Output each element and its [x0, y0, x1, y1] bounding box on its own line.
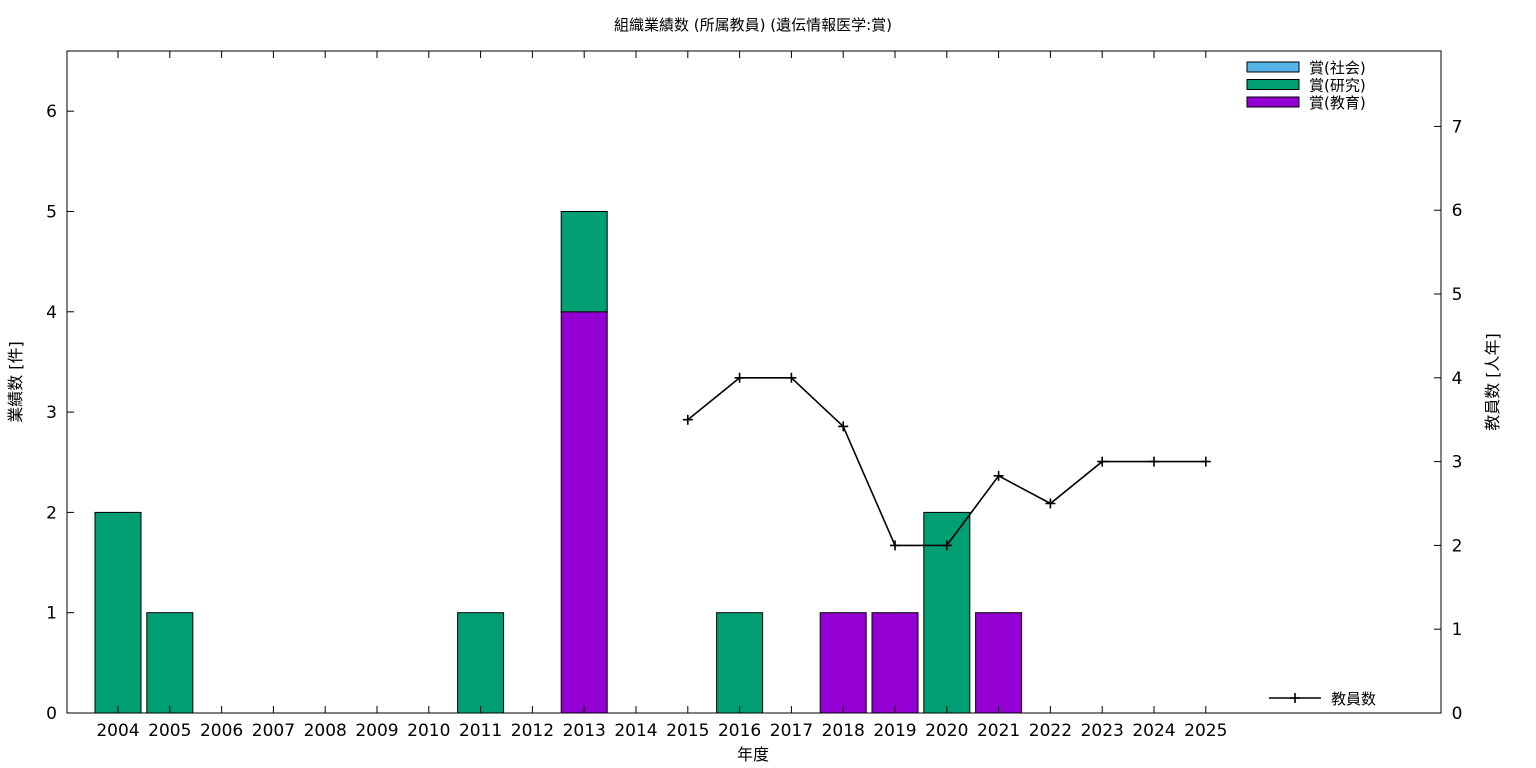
y2-tick-label-3: 3 — [1452, 453, 1463, 473]
x-tick-label-2006: 2006 — [200, 721, 243, 741]
line-point-2025 — [1200, 456, 1211, 467]
legend-line-marker — [1290, 693, 1300, 703]
x-tick-label-2009: 2009 — [355, 721, 398, 741]
x-tick-label-2024: 2024 — [1132, 721, 1175, 741]
x-tick-label-2021: 2021 — [977, 721, 1020, 741]
y2-tick-label-1: 1 — [1452, 620, 1463, 640]
line-point-2022 — [1045, 498, 1056, 509]
legend-line-label: 教員数 — [1331, 690, 1376, 708]
bar-2011-series-1 — [457, 612, 505, 714]
legend-label-2: 賞(社会) — [1309, 59, 1366, 77]
line-point-2020 — [941, 540, 952, 551]
y-tick-label-1: 1 — [46, 604, 57, 624]
y-tick-label-5: 5 — [46, 202, 57, 222]
line-point-2024 — [1149, 456, 1159, 467]
x-tick-label-2011: 2011 — [459, 721, 502, 741]
y2-axis: 0 1 2 3 4 5 6 7 — [1434, 117, 1462, 724]
line-point-2019 — [890, 540, 900, 551]
plot-frame — [66, 50, 1442, 714]
legend-swatch-1 — [1246, 79, 1300, 90]
y2-tick-label-5: 5 — [1452, 285, 1463, 305]
x-tick-label-2025: 2025 — [1184, 721, 1227, 741]
x-tick-label-2005: 2005 — [148, 721, 191, 741]
x-tick-label-2004: 2004 — [96, 721, 139, 741]
y-tick-label-4: 4 — [46, 303, 57, 323]
legend-bottom: 教員数 — [1269, 690, 1376, 708]
bar-2018-series-0 — [819, 612, 867, 714]
x-tick-label-2008: 2008 — [304, 721, 347, 741]
y2-tick-label-7: 7 — [1452, 117, 1463, 137]
x-tick-label-2019: 2019 — [873, 721, 916, 741]
x-tick-label-2023: 2023 — [1081, 721, 1124, 741]
line-point-2016 — [734, 372, 745, 383]
y2-tick-label-6: 6 — [1452, 201, 1463, 221]
legend-label-1: 賞(研究) — [1309, 77, 1366, 95]
x-tick-label-2015: 2015 — [666, 721, 709, 741]
line-point-2015 — [682, 414, 693, 425]
y-axis-label: 業績数 [件] — [6, 341, 25, 423]
legend-top: 賞(社会)賞(研究)賞(教育) — [1246, 59, 1366, 112]
bar-2005-series-1 — [146, 612, 194, 714]
y2-tick-label-4: 4 — [1452, 369, 1463, 389]
x-tick-label-2014: 2014 — [614, 721, 657, 741]
x-tick-label-2020: 2020 — [925, 721, 968, 741]
x-tick-label-2012: 2012 — [511, 721, 554, 741]
bar-2021-series-0 — [975, 612, 1023, 714]
x-axis-label: 年度 — [737, 745, 769, 764]
x-axis: 2004 2005 2006 2007 2008 2009 2010 2011 2012 2013… — [96, 51, 1227, 741]
legend-label-0: 賞(教育) — [1309, 94, 1366, 112]
bar-2004-series-1 — [94, 511, 142, 714]
bar-2019-series-0 — [871, 612, 919, 714]
line-point-2017 — [786, 372, 797, 383]
legend-swatch-0 — [1246, 96, 1300, 108]
x-tick-label-2013: 2013 — [563, 721, 606, 741]
y-axis: 0 1 2 3 4 5 6 — [46, 102, 74, 724]
x-tick-label-2018: 2018 — [822, 721, 865, 741]
y2-axis-label: 教員数 [人年] — [1483, 333, 1502, 431]
y2-tick-label-2: 2 — [1452, 536, 1463, 556]
line-layer — [682, 372, 1211, 551]
chart-title: 組織業績数 (所属教員) (遺伝情報医学:賞) — [614, 16, 892, 34]
y-tick-label-0: 0 — [46, 704, 57, 724]
x-tick-label-2007: 2007 — [252, 721, 295, 741]
x-tick-label-2010: 2010 — [407, 721, 450, 741]
bar-2013-series-1 — [560, 210, 608, 313]
y-tick-label-6: 6 — [46, 102, 57, 122]
x-tick-label-2022: 2022 — [1029, 721, 1072, 741]
y2-tick-label-0: 0 — [1452, 704, 1463, 724]
line-point-2018 — [838, 421, 849, 432]
bar-2016-series-1 — [716, 612, 764, 714]
y-tick-label-2: 2 — [46, 503, 57, 523]
line-point-2023 — [1097, 456, 1108, 467]
line-point-2021 — [993, 470, 1004, 481]
bar-layer — [94, 210, 1023, 714]
y-tick-label-3: 3 — [46, 403, 57, 423]
x-tick-label-2017: 2017 — [770, 721, 813, 741]
bar-2013-series-0 — [560, 311, 608, 714]
x-tick-label-2016: 2016 — [718, 721, 761, 741]
legend-swatch-2 — [1246, 61, 1300, 73]
